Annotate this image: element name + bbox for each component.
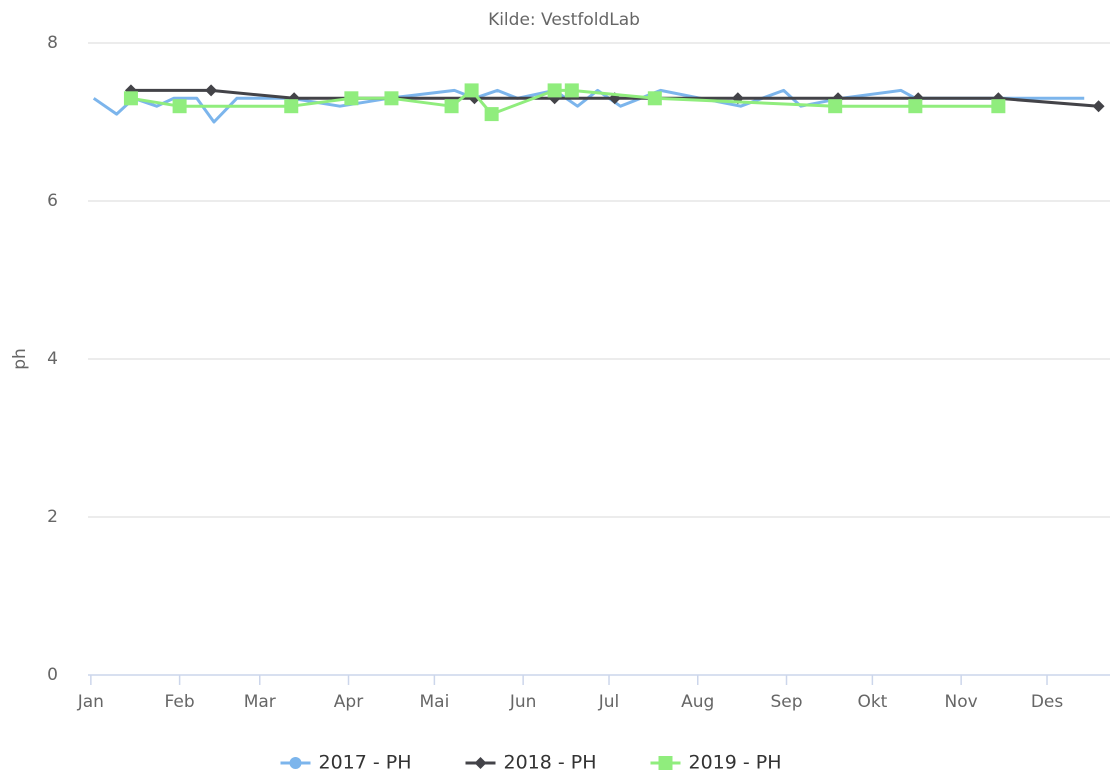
x-tick-label: Okt	[857, 692, 887, 712]
legend-item: 2017 - PH	[280, 752, 412, 774]
marker	[289, 757, 302, 769]
series-line	[130, 88, 1099, 108]
x-tick-label: Nov	[945, 692, 978, 712]
x-tick-label: Sep	[770, 692, 802, 712]
x-tick-label: Des	[1031, 692, 1064, 712]
x-tick-label: Jan	[77, 692, 104, 712]
x-tick-label: Apr	[334, 692, 363, 712]
marker	[384, 91, 399, 106]
x-tick-label: Mai	[419, 692, 449, 712]
y-tick-label: 8	[47, 33, 58, 53]
x-tick-label: Feb	[165, 692, 195, 712]
marker	[908, 99, 923, 114]
marker	[474, 757, 487, 769]
x-tick-label: Aug	[681, 692, 714, 712]
legend-item: 2019 - PH	[650, 752, 782, 774]
marker	[444, 99, 459, 114]
x-tick-label: Jul	[598, 692, 620, 712]
y-tick-label: 4	[47, 349, 58, 369]
legend-label: 2019 - PH	[689, 752, 782, 774]
series-line	[130, 88, 999, 116]
legend: 2017 - PH 2018 - PH 2019 - PH	[280, 752, 782, 774]
marker	[564, 83, 579, 98]
marker	[647, 91, 662, 106]
marker	[284, 99, 299, 114]
y-tick-label: 6	[47, 191, 58, 211]
marker	[344, 91, 359, 106]
legend-label: 2018 - PH	[504, 752, 597, 774]
marker	[484, 107, 499, 122]
marker	[547, 83, 562, 98]
x-tick-label: Jun	[509, 692, 537, 712]
y-axis-label: ph	[10, 348, 30, 370]
marker	[828, 99, 843, 114]
marker	[991, 99, 1006, 114]
chart-subtitle: Kilde: VestfoldLab	[488, 10, 640, 30]
marker	[1092, 100, 1105, 113]
marker	[205, 84, 218, 97]
marker	[123, 91, 138, 106]
marker	[658, 756, 673, 770]
y-tick-label: 0	[47, 665, 58, 685]
marker	[172, 99, 187, 114]
marker	[464, 83, 479, 98]
y-tick-label: 2	[47, 507, 58, 527]
legend-label: 2017 - PH	[319, 752, 412, 774]
legend-item: 2018 - PH	[465, 752, 597, 774]
x-tick-label: Mar	[244, 692, 276, 712]
